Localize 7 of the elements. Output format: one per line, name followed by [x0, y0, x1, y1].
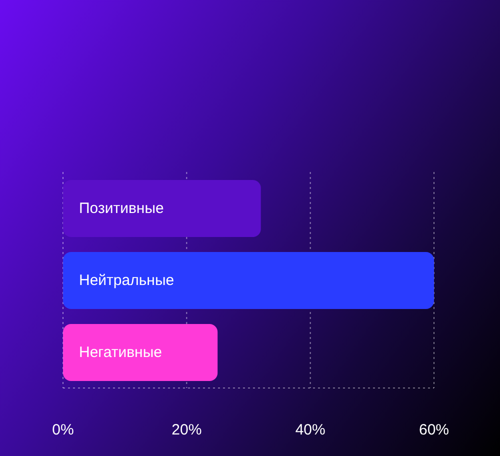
x-tick-label: 60%: [418, 422, 450, 439]
y-tick-label: Негативные: [79, 344, 162, 361]
y-tick-label: Позитивные: [79, 200, 164, 217]
x-tick-label: 20%: [172, 422, 202, 439]
x-tick-label: 40%: [295, 422, 326, 439]
x-tick-label: 0%: [52, 422, 74, 439]
y-tick-label: Нейтральные: [79, 272, 174, 289]
